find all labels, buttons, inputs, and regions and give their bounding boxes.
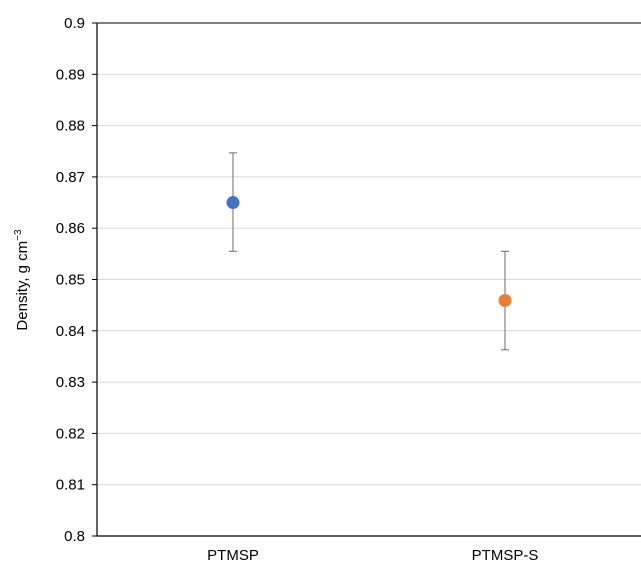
y-tick-label: 0.9 (64, 15, 85, 32)
y-tick-label: 0.85 (56, 272, 85, 289)
y-tick-label: 0.88 (56, 118, 85, 135)
x-tick-label: PTMSP (207, 547, 259, 564)
x-tick-label: PTMSP-S (472, 547, 539, 564)
y-tick-label: 0.8 (64, 528, 85, 545)
y-tick-labels: 0.8 0.81 0.82 0.83 0.84 0.85 0.86 0.87 0.88 0.89 0… (56, 15, 97, 545)
y-tick-label: 0.81 (56, 477, 85, 494)
y-tick-label: 0.89 (56, 66, 85, 83)
x-tick-labels: PTMSP PTMSP-S (207, 547, 538, 564)
data-point-ptmsp-s (498, 294, 512, 308)
y-axis-title-superscript: −3 (13, 229, 24, 241)
y-tick-label: 0.83 (56, 374, 85, 391)
gridlines (97, 73, 641, 486)
y-tick-label: 0.82 (56, 425, 85, 442)
data-point-ptmsp (226, 196, 240, 210)
y-tick-label: 0.87 (56, 169, 85, 186)
y-axis-title-text: Density, g cm (14, 241, 31, 331)
error-bars (229, 152, 509, 351)
y-tick-label: 0.86 (56, 220, 85, 237)
y-axis-title: Density, g cm−3 (13, 229, 31, 331)
data-points (226, 196, 512, 308)
y-tick-label: 0.84 (56, 323, 85, 340)
